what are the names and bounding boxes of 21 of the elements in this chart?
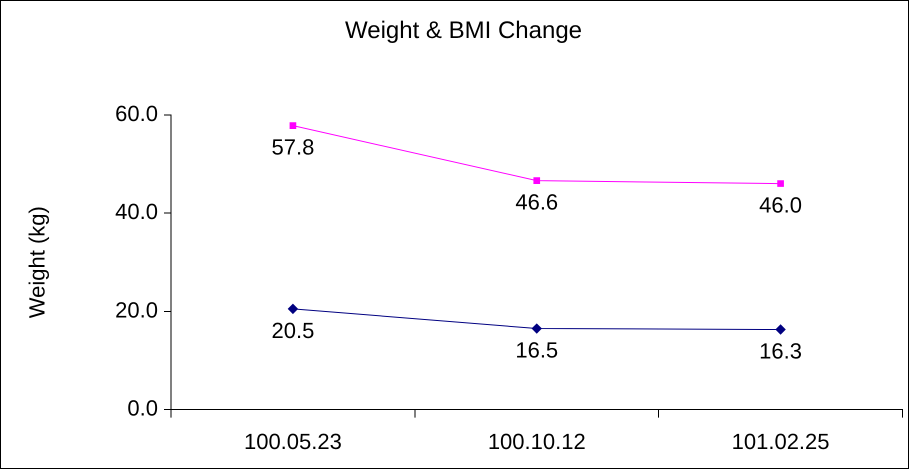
y-tick-label: 0.0 [127,396,158,421]
data-label: 20.5 [272,318,314,343]
data-label: 57.8 [272,134,314,160]
chart-title: Weight & BMI Change [344,17,582,44]
y-tick-label: 40.0 [115,199,158,224]
point [532,324,542,334]
data-label: 46.6 [515,190,558,215]
x-tick-label: 101.02.25 [732,428,830,454]
point [533,177,540,184]
x-tick-label: 100.10.12 [488,428,586,454]
y-tick-label: 60.0 [115,100,158,126]
point [776,324,786,335]
y-axis-title: Weight (kg) [24,206,50,318]
point [288,304,298,314]
data-label: 46.0 [759,192,802,218]
data-label: 16.3 [759,338,802,364]
data-label: 16.5 [515,338,558,363]
y-tick-label: 20.0 [115,297,158,322]
x-tick-label: 100.05.23 [244,428,342,454]
point [777,180,784,187]
point [290,122,296,129]
